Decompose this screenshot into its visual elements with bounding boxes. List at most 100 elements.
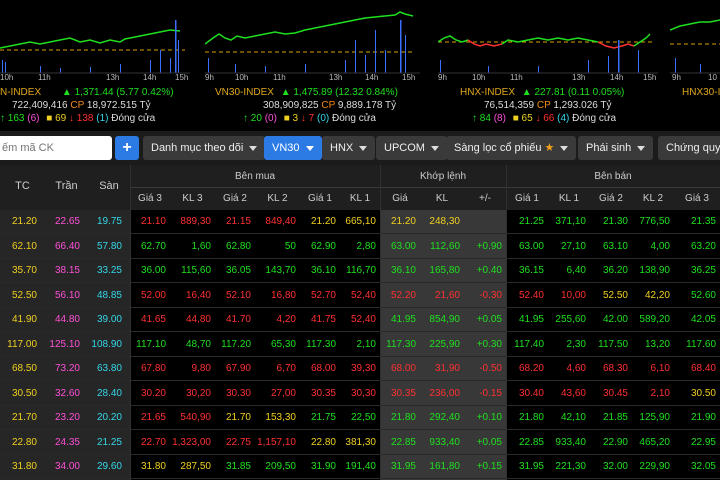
search-input[interactable] xyxy=(2,136,112,160)
group-header-matched: Khớp lệnh xyxy=(419,171,467,182)
tab-vn30[interactable]: VN30 xyxy=(264,136,322,160)
ceiling-count: (8) xyxy=(493,113,506,124)
ceiling-price: 34.00 xyxy=(54,461,80,472)
bid-price-1: 68.00 xyxy=(310,363,336,374)
warrants-dropdown[interactable]: Chứng quyề xyxy=(658,136,720,160)
time-tick: 11h xyxy=(38,73,51,82)
index-volume: 308,909,825 xyxy=(263,100,319,111)
bid-price-1: 21.75 xyxy=(310,412,336,423)
stock-filter-dropdown[interactable]: Sàng lọc cổ phiếu ★ xyxy=(446,136,577,160)
index-time-axis: 9h 10h 11h 13h 14h 15h xyxy=(438,73,658,85)
table-row[interactable]: 21.20 22.65 19.75 21.10 889,30 21.15 849,40 21.… xyxy=(0,210,720,234)
ceiling-price: 22.65 xyxy=(54,216,80,227)
ask-price-3: 36.25 xyxy=(690,265,716,276)
ask-volume-1: 27,10 xyxy=(560,240,586,252)
floor-count: (0) xyxy=(317,113,330,124)
index-panel-hnx30[interactable]: 9h 10 HNX30-INDEX xyxy=(670,0,720,131)
filter-label: Sàng lọc cổ phiếu xyxy=(454,142,542,154)
col-header-bid-price-1[interactable]: Giá 1 xyxy=(308,193,332,204)
declines-count: 7 xyxy=(308,113,315,124)
bid-price-1: 36.10 xyxy=(310,265,336,276)
table-row[interactable]: 31.80 34.00 29.60 31.80 287,50 31.85 209,50 31.… xyxy=(0,455,720,479)
column-divider xyxy=(130,165,131,480)
match-price: 31.95 xyxy=(390,461,416,472)
floor-price: 28.40 xyxy=(96,387,122,399)
col-header-bid-price-3[interactable]: Giá 3 xyxy=(138,193,162,204)
index-panel-vn30[interactable]: 9h 10h 11h 13h 14h 15h VN30-INDEX ▲ 1,47… xyxy=(205,0,420,131)
col-header-match-vol[interactable]: KL xyxy=(435,193,449,204)
ask-volume-2: 13,20 xyxy=(644,338,670,350)
col-header-ask-vol-1[interactable]: KL 1 xyxy=(558,193,580,204)
bid-price-3: 36.00 xyxy=(140,265,166,276)
caret-down-icon xyxy=(560,145,569,151)
col-header-ask-vol-2[interactable]: KL 2 xyxy=(642,193,664,204)
match-price: 36.10 xyxy=(390,265,416,276)
col-header-match-price[interactable]: Giá xyxy=(392,193,408,204)
ask-volume-2: 4,00 xyxy=(650,240,670,252)
table-row[interactable]: 22.80 24.35 21.25 22.70 1,323,00 22.75 1,157,1… xyxy=(0,431,720,455)
col-header-ask-price-1[interactable]: Giá 1 xyxy=(515,193,539,204)
price-change: +0.30 xyxy=(476,338,502,350)
table-row[interactable]: 52.50 56.10 48.85 52.00 16,40 52.10 16,80 52.70… xyxy=(0,284,720,308)
ask-price-1: 63.00 xyxy=(518,240,544,252)
table-row[interactable]: 21.70 23.20 20.20 21.65 540,90 21.70 153,30 21.… xyxy=(0,406,720,430)
table-row[interactable]: 68.50 73.20 63.80 67.80 9,80 67.90 6,70 68.00 39… xyxy=(0,357,720,381)
ask-price-2: 117.50 xyxy=(598,338,628,350)
match-price: 30.35 xyxy=(390,387,416,399)
bid-price-1: 21.20 xyxy=(310,216,336,227)
time-tick: 14h xyxy=(365,73,379,82)
add-button[interactable]: + xyxy=(115,136,139,160)
ask-price-1: 117.40 xyxy=(514,338,544,350)
col-header-bid-vol-3[interactable]: KL 3 xyxy=(182,193,203,204)
ask-volume-1: 6,40 xyxy=(566,265,586,276)
bid-volume-2: 27,00 xyxy=(270,387,296,399)
col-header-ask-price-3[interactable]: Giá 3 xyxy=(685,193,709,204)
col-header-ceiling[interactable]: Trần xyxy=(55,180,78,192)
tab-upcom[interactable]: UPCOM xyxy=(376,136,447,160)
match-price: 41.95 xyxy=(390,314,416,325)
index-time-axis: 10h 11h 13h 14h 15h xyxy=(0,73,190,85)
col-header-reference[interactable]: TC xyxy=(15,180,30,192)
watchlist-dropdown[interactable]: Danh mục theo dõi xyxy=(143,136,266,160)
tab-hnx[interactable]: HNX xyxy=(322,136,376,160)
col-header-ask-price-2[interactable]: Giá 2 xyxy=(599,193,623,204)
price-change xyxy=(464,210,506,234)
bid-volume-3: 1,60 xyxy=(191,240,211,252)
index-volume: 722,409,416 xyxy=(12,100,68,111)
index-name: N-INDEX ▲ 1,371.44 (5.77 0.42%) xyxy=(0,87,174,98)
index-change: ▲ 1,475.89 (12.32 0.84%) xyxy=(281,87,398,98)
bid-volume-2: 209,50 xyxy=(265,461,296,472)
col-header-bid-vol-2[interactable]: KL 2 xyxy=(267,193,288,204)
index-volume-line: 76,514,359 CP 1,293.026 Tỷ xyxy=(484,100,612,111)
bid-price-1: 31.90 xyxy=(310,461,336,472)
col-header-change[interactable]: +/- xyxy=(479,193,491,204)
floor-price: 33.25 xyxy=(96,265,122,276)
table-row[interactable]: 30.50 32.60 28.40 30.20 30,20 30.30 27,00 30.35… xyxy=(0,382,720,406)
col-header-bid-price-2[interactable]: Giá 2 xyxy=(223,193,247,204)
time-tick: 13h xyxy=(106,73,120,82)
ask-volume-1: 2,30 xyxy=(566,338,586,350)
ask-volume-2: 229,90 xyxy=(639,461,670,472)
advances-count: 84 xyxy=(479,113,491,124)
time-tick: 13h xyxy=(329,73,343,82)
toolbar: + Danh mục theo dõi VN30 HNX UPCOM Sàng … xyxy=(0,131,720,165)
index-panel-vnindex[interactable]: 10h 11h 13h 14h 15h N-INDEX ▲ 1,371.44 (… xyxy=(0,0,190,131)
col-header-bid-vol-1[interactable]: KL 1 xyxy=(349,193,371,204)
search-box[interactable] xyxy=(0,136,112,160)
derivatives-dropdown[interactable]: Phái sinh xyxy=(578,136,654,160)
table-row[interactable]: 41.90 44.80 39.00 41.65 44,80 41.70 4,20 41.75 5… xyxy=(0,308,720,332)
reference-columns-bg xyxy=(0,210,130,480)
time-tick: 10h xyxy=(472,73,486,82)
bid-volume-1: 52,40 xyxy=(350,314,376,325)
table-row[interactable]: 117.00 125.10 108.90 117.10 48,70 117.20 65,30… xyxy=(0,333,720,357)
index-chart-vn30 xyxy=(205,0,420,86)
value-label: CP xyxy=(321,100,336,111)
ceiling-price: 24.35 xyxy=(54,436,80,448)
caret-down-icon xyxy=(359,145,368,151)
index-panel-hnx[interactable]: 9h 10h 11h 13h 14h 15h HNX-INDEX ▲ 227.8… xyxy=(438,0,658,131)
up-arrow-icon: ▲ xyxy=(61,87,72,98)
table-row[interactable]: 35.70 38.15 33.25 36.00 115,60 36.05 143,70 36.… xyxy=(0,259,720,283)
table-row[interactable]: 62.10 66.40 57.80 62.70 1,60 62.80 50 62.90 2,80… xyxy=(0,235,720,259)
price-change: +0.05 xyxy=(476,314,502,325)
col-header-floor[interactable]: Sàn xyxy=(99,180,119,192)
